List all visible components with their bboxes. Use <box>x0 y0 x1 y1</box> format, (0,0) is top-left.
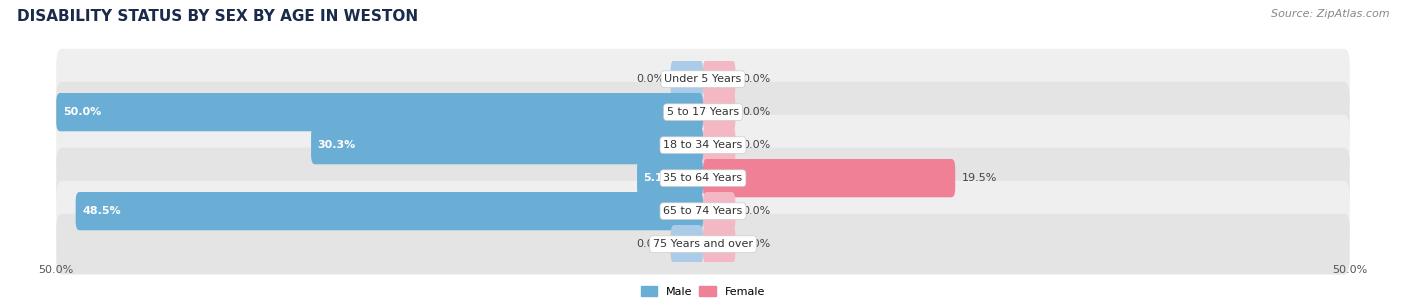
Text: 65 to 74 Years: 65 to 74 Years <box>664 206 742 216</box>
Text: 30.3%: 30.3% <box>318 140 356 150</box>
FancyBboxPatch shape <box>56 115 1350 175</box>
Text: 48.5%: 48.5% <box>82 206 121 216</box>
Text: 75 Years and over: 75 Years and over <box>652 239 754 249</box>
FancyBboxPatch shape <box>703 93 735 131</box>
Text: Under 5 Years: Under 5 Years <box>665 74 741 84</box>
Legend: Male, Female: Male, Female <box>637 282 769 301</box>
Text: 5 to 17 Years: 5 to 17 Years <box>666 107 740 117</box>
Text: 0.0%: 0.0% <box>742 239 770 249</box>
Text: 0.0%: 0.0% <box>742 74 770 84</box>
FancyBboxPatch shape <box>56 93 703 131</box>
FancyBboxPatch shape <box>76 192 703 230</box>
Text: 0.0%: 0.0% <box>742 140 770 150</box>
Text: 19.5%: 19.5% <box>962 173 997 183</box>
Text: 50.0%: 50.0% <box>63 107 101 117</box>
FancyBboxPatch shape <box>703 225 735 263</box>
FancyBboxPatch shape <box>311 126 703 164</box>
Text: 0.0%: 0.0% <box>636 239 664 249</box>
Text: Source: ZipAtlas.com: Source: ZipAtlas.com <box>1271 9 1389 19</box>
Text: 0.0%: 0.0% <box>742 206 770 216</box>
FancyBboxPatch shape <box>637 159 703 197</box>
FancyBboxPatch shape <box>56 49 1350 109</box>
FancyBboxPatch shape <box>671 225 703 263</box>
FancyBboxPatch shape <box>703 192 735 230</box>
Text: 35 to 64 Years: 35 to 64 Years <box>664 173 742 183</box>
FancyBboxPatch shape <box>56 148 1350 209</box>
Text: DISABILITY STATUS BY SEX BY AGE IN WESTON: DISABILITY STATUS BY SEX BY AGE IN WESTO… <box>17 9 418 24</box>
FancyBboxPatch shape <box>703 159 955 197</box>
FancyBboxPatch shape <box>56 181 1350 242</box>
Text: 5.1%: 5.1% <box>644 173 675 183</box>
Text: 18 to 34 Years: 18 to 34 Years <box>664 140 742 150</box>
Text: 0.0%: 0.0% <box>636 74 664 84</box>
FancyBboxPatch shape <box>703 126 735 164</box>
FancyBboxPatch shape <box>56 82 1350 142</box>
FancyBboxPatch shape <box>671 60 703 98</box>
FancyBboxPatch shape <box>56 214 1350 274</box>
FancyBboxPatch shape <box>703 60 735 98</box>
Text: 0.0%: 0.0% <box>742 107 770 117</box>
